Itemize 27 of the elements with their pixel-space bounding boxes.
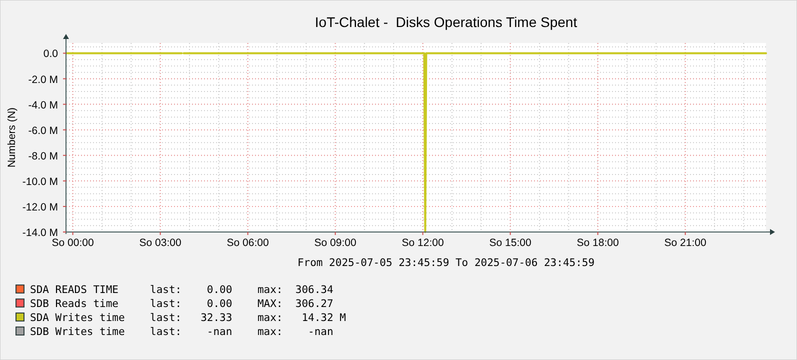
y-tick-label: -4.0 M: [28, 99, 58, 112]
chart-title: IoT-Chalet - Disks Operations Time Spent: [314, 14, 578, 30]
text: last: 32.33 max: 14.32 M: [150, 312, 346, 324]
text: last: 0.00 max: 306.34: [150, 284, 334, 296]
x-tick-label: So 15:00: [489, 237, 532, 249]
x-tick-label: So 00:00: [52, 237, 94, 249]
y-tick-label: 0.0: [43, 48, 58, 60]
x-tick-label: So 09:00: [314, 237, 356, 249]
y-tick-label: -10.0 M: [22, 176, 58, 188]
x-tick-label: So 06:00: [226, 237, 269, 249]
legend-label: SDA Writes time: [30, 312, 125, 324]
text: last: 0.00 MAX: 306.27: [150, 298, 334, 310]
legend-label: SDA READS TIME: [30, 284, 119, 296]
y-tick-label: -2.0 M: [28, 74, 58, 86]
y-tick-label: -8.0 M: [28, 150, 58, 162]
y-tick-label: -12.0 M: [22, 201, 58, 214]
y-axis-title: Numbers (N): [6, 107, 18, 168]
text: last: -nan max: -nan: [150, 326, 334, 338]
x-tick-label: So 21:00: [664, 237, 706, 249]
y-tick-label: -6.0 M: [28, 124, 58, 137]
legend-label: SDB Reads time: [30, 298, 119, 310]
x-tick-label: So 12:00: [402, 237, 444, 249]
y-tick-label: -14.0 M: [22, 227, 58, 239]
x-tick-label: So 03:00: [139, 237, 182, 249]
x-tick-label: So 18:00: [576, 237, 619, 249]
legend-label: SDB Writes time: [30, 326, 125, 338]
text: From 2025-07-05 23:45:59 To 2025-07-06 23:45:59: [297, 257, 595, 269]
